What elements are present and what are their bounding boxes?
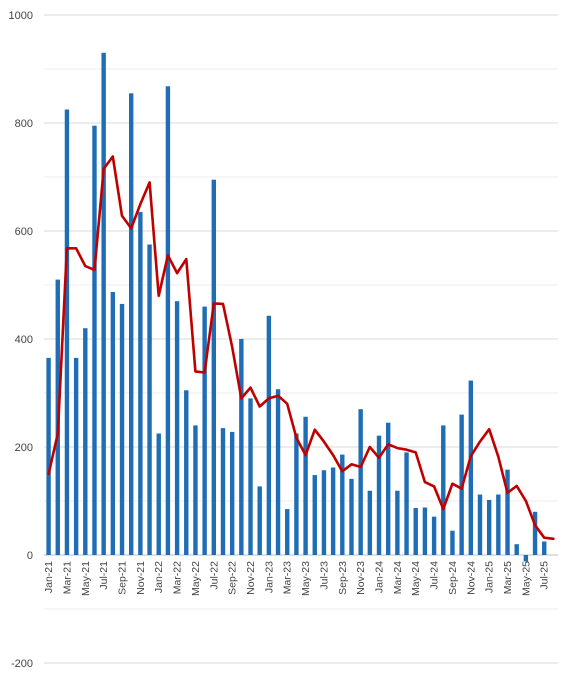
bar — [73, 357, 79, 555]
bar — [367, 490, 373, 555]
bar — [83, 328, 88, 555]
bar — [376, 435, 382, 555]
y-tick-label: 200 — [15, 442, 33, 454]
bar — [505, 469, 510, 555]
line-series — [47, 155, 555, 541]
x-tick-label: May-24 — [410, 561, 422, 596]
bar — [239, 339, 244, 555]
x-tick-label: Mar-22 — [172, 561, 184, 594]
x-tick-label: Mar-23 — [282, 561, 294, 594]
bar — [303, 416, 308, 555]
x-tick-label: Nov-22 — [245, 561, 257, 595]
x-tick-label: Sep-23 — [337, 561, 349, 595]
x-tick-label: Jul-21 — [98, 561, 110, 590]
bar — [257, 486, 262, 555]
bar — [496, 494, 501, 555]
bar — [349, 478, 354, 555]
x-tick-label: Mar-25 — [502, 561, 514, 594]
bar — [220, 428, 226, 555]
bar — [330, 467, 336, 555]
bar — [211, 179, 217, 555]
bar — [119, 303, 125, 555]
bar — [321, 470, 327, 555]
x-axis-ticks: Jan-21 Mar-21 May-21 Jul-21 Sep-21 Nov-21 Jan-… — [43, 561, 551, 596]
y-tick-label: 800 — [15, 118, 33, 130]
x-tick-label: Jul-25 — [539, 561, 551, 590]
x-tick-label: Nov-23 — [355, 561, 367, 595]
bar — [138, 212, 143, 555]
bar — [431, 516, 437, 555]
bar — [385, 422, 391, 555]
bar — [165, 86, 171, 555]
x-tick-label: Jan-24 — [374, 561, 386, 593]
bar — [64, 109, 70, 555]
x-tick-label: May-21 — [80, 561, 92, 596]
bar — [358, 409, 363, 555]
x-tick-label: Jan-21 — [43, 561, 55, 593]
bar — [193, 425, 198, 555]
bar — [128, 93, 134, 556]
y-tick-label: 400 — [15, 334, 33, 346]
bar — [523, 555, 529, 562]
x-tick-label: Sep-24 — [447, 561, 459, 595]
bar — [156, 433, 161, 555]
bar — [395, 490, 400, 555]
x-tick-label: May-23 — [300, 561, 312, 596]
y-tick-label: 1000 — [9, 10, 33, 22]
bar — [266, 315, 272, 555]
bar — [468, 380, 474, 555]
x-tick-label: Jul-24 — [429, 561, 441, 590]
bar — [275, 389, 281, 555]
x-tick-label: May-22 — [190, 561, 202, 596]
bar — [174, 301, 180, 555]
bar-series — [46, 52, 547, 562]
bar — [404, 452, 409, 555]
bar — [441, 425, 446, 555]
bar — [294, 433, 299, 555]
x-tick-label: Nov-21 — [135, 561, 147, 595]
bar — [147, 244, 152, 555]
x-tick-label: May-25 — [520, 561, 532, 596]
bar — [101, 52, 106, 556]
x-tick-label: Nov-24 — [465, 561, 477, 595]
x-tick-label: Jul-23 — [318, 561, 330, 590]
bar — [92, 125, 97, 555]
x-tick-label: Jul-22 — [208, 561, 220, 590]
bar — [532, 511, 538, 555]
bar — [110, 292, 116, 555]
x-tick-label: Sep-22 — [227, 561, 239, 595]
bar — [486, 499, 492, 555]
x-tick-label: Jan-23 — [263, 561, 275, 593]
bar — [422, 507, 428, 555]
bar — [202, 306, 207, 555]
line-path — [47, 155, 555, 541]
y-tick-label: -200 — [11, 658, 33, 670]
bar — [477, 494, 483, 555]
x-tick-label: Jan-22 — [153, 561, 165, 593]
bar — [248, 398, 253, 555]
y-axis-ticks: -200 0 200 400 600 800 1000 — [9, 10, 33, 670]
bar — [285, 509, 290, 555]
x-tick-label: Jan-25 — [484, 561, 496, 593]
bar — [229, 431, 235, 555]
bar — [340, 454, 345, 555]
x-tick-label: Mar-21 — [61, 561, 73, 594]
bar — [312, 475, 317, 555]
y-tick-label: 0 — [27, 550, 33, 562]
bar — [450, 530, 455, 555]
bar — [514, 544, 519, 555]
x-tick-label: Sep-21 — [117, 561, 129, 595]
x-tick-label: Mar-24 — [392, 561, 404, 594]
y-tick-label: 600 — [15, 226, 33, 238]
bar — [184, 390, 189, 555]
bar — [542, 541, 547, 555]
bar — [46, 357, 51, 555]
bar — [413, 508, 418, 555]
